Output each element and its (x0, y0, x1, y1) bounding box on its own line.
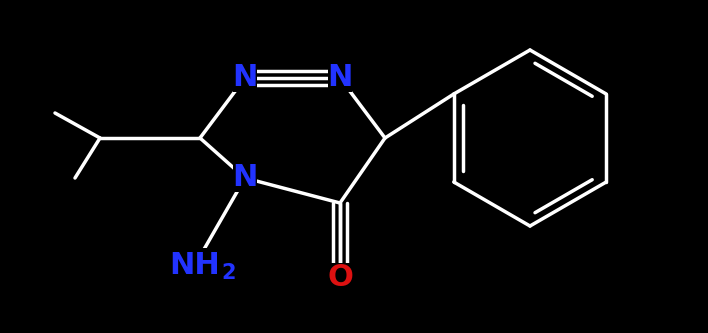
Bar (328, 64, 352, 92)
Text: N: N (327, 64, 353, 93)
Text: NH: NH (170, 250, 220, 279)
Bar (163, 247, 237, 282)
Text: 2: 2 (222, 263, 236, 283)
Text: N: N (232, 64, 258, 93)
Bar (326, 263, 354, 293)
Text: N: N (232, 164, 258, 192)
Bar (233, 64, 257, 92)
Bar (233, 164, 257, 192)
Text: O: O (327, 263, 353, 292)
